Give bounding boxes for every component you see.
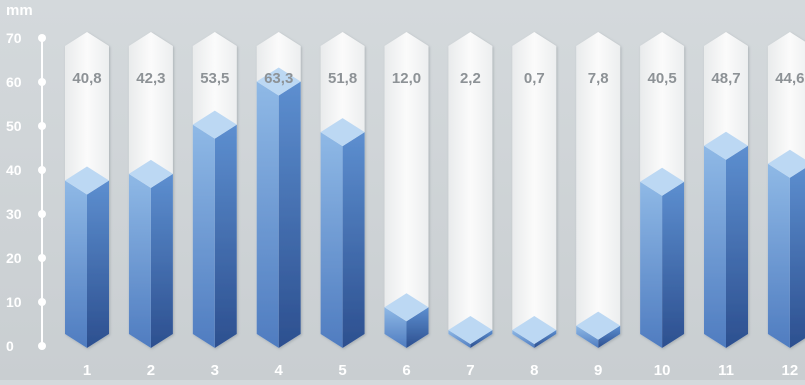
y-tick-label: 0: [6, 338, 14, 354]
y-tick-label: 20: [6, 250, 22, 266]
y-tick-label: 70: [6, 30, 22, 46]
bar-value-label: 0,7: [524, 70, 545, 87]
bar-track: [448, 32, 493, 348]
bar-group: [640, 32, 685, 348]
y-axis-unit-label: mm: [6, 2, 33, 19]
bar-face-left: [640, 181, 663, 348]
bar-value-label: 53,5: [200, 70, 229, 87]
bar-face-right: [406, 307, 429, 348]
bar-face-left: [65, 180, 87, 348]
bar-value-label: 7,8: [588, 70, 609, 87]
x-category-label: 4: [275, 362, 284, 379]
x-category-label: 3: [211, 362, 219, 379]
y-tick-dot: [38, 34, 46, 42]
bar-top-cap: [448, 316, 493, 344]
bar-top-cap: [640, 167, 685, 196]
bar-top-cap: [384, 293, 429, 322]
bar-face-left: [384, 307, 407, 348]
bar-face-right: [534, 330, 557, 348]
bar-face-right: [278, 81, 301, 348]
y-tick-dot: [38, 342, 46, 350]
x-category-label: 10: [654, 362, 671, 379]
bar-group: [65, 32, 109, 348]
bar-group: [512, 32, 557, 348]
bar-top-cap: [256, 67, 301, 96]
y-tick-dot: [38, 254, 46, 262]
bar-value-label: 40,8: [72, 70, 101, 87]
bar-top-cap: [128, 159, 173, 188]
bar-face-right: [87, 180, 109, 348]
x-category-label: 1: [83, 362, 91, 379]
bar-track: [512, 32, 557, 348]
bar-group: [576, 32, 621, 348]
bar-group: [448, 32, 493, 348]
y-tick-label: 10: [6, 294, 22, 310]
bar-face-left: [512, 330, 535, 348]
bar-group: [704, 32, 748, 348]
bar-face-right: [342, 132, 365, 348]
bar-top-cap: [65, 166, 109, 195]
bar-group: [192, 32, 237, 348]
bar-face-right: [214, 124, 237, 348]
bar-face-right: [598, 325, 621, 348]
bar-face-left: [192, 124, 215, 348]
x-category-label: 5: [338, 362, 346, 379]
y-tick-dot: [38, 122, 46, 130]
bar-face-right: [789, 168, 805, 348]
y-tick-label: 30: [6, 206, 22, 222]
y-tick-label: 50: [6, 118, 22, 134]
bar-face-right: [726, 145, 748, 348]
bar-value-label: 63,3: [264, 70, 293, 87]
x-category-label: 9: [594, 362, 602, 379]
bar-value-label: 12,0: [392, 70, 421, 87]
bar-top-cap: [704, 131, 748, 160]
bar-value-label: 42,3: [136, 70, 165, 87]
bar-value-label: 44,6: [775, 70, 804, 87]
bar-value-label: 48,7: [711, 70, 740, 87]
x-category-label: 12: [782, 362, 799, 379]
y-tick-dot: [38, 166, 46, 174]
bar-face-right: [150, 173, 173, 348]
bar-value-label: 40,5: [647, 70, 676, 87]
y-tick-dot: [38, 298, 46, 306]
bar-top-cap: [767, 149, 805, 178]
bar-face-left: [256, 81, 279, 348]
bar-top-cap: [320, 118, 365, 147]
y-tick-label: 60: [6, 74, 22, 90]
bar-track: [384, 32, 429, 348]
bar-face-right: [470, 330, 493, 348]
y-tick-label: 40: [6, 162, 22, 178]
x-category-label: 7: [466, 362, 474, 379]
bar-face-left: [448, 330, 471, 348]
x-category-label: 8: [530, 362, 538, 379]
x-category-label: 11: [718, 362, 734, 379]
bar-face-left: [128, 173, 151, 348]
bar-group: [320, 32, 365, 348]
bar-top-cap: [512, 316, 557, 344]
bar-track: [576, 32, 621, 348]
bar-value-label: 51,8: [328, 70, 357, 87]
bar-face-left: [704, 145, 726, 348]
y-tick-dot: [38, 210, 46, 218]
x-category-label: 6: [402, 362, 410, 379]
bar-value-label: 2,2: [460, 70, 481, 87]
bar-face-left: [576, 325, 599, 348]
bar-group: [256, 32, 301, 348]
x-category-label: 2: [147, 362, 155, 379]
bar-group: [128, 32, 173, 348]
bar-face-left: [767, 163, 790, 348]
bar-group: [384, 32, 429, 348]
bar-group: [767, 32, 805, 348]
bar-face-right: [662, 181, 685, 348]
bar-top-cap: [576, 311, 621, 340]
bar-face-left: [320, 132, 343, 348]
bar-top-cap: [192, 110, 237, 139]
y-tick-dot: [38, 78, 46, 86]
